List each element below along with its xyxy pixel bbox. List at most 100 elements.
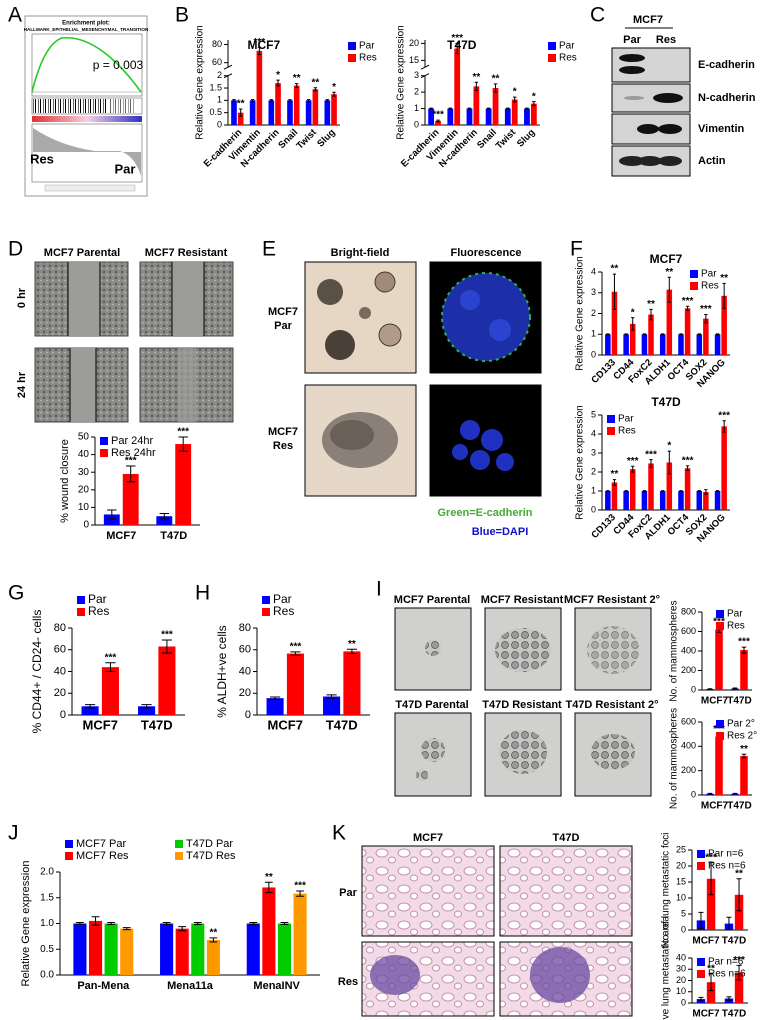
- bar: [696, 334, 703, 355]
- panel-label: I: [376, 578, 382, 601]
- western-blot-part: [619, 66, 645, 74]
- legend-swatch: [262, 596, 270, 604]
- gsea-subtitle: HALLMARK_EPITHELIAL_MESENCHYMAL_TRANSITI…: [24, 27, 149, 32]
- bar: [684, 308, 691, 355]
- error-bar: [679, 490, 683, 492]
- bar: [740, 650, 748, 690]
- significance-label: *: [332, 82, 336, 93]
- bar: [721, 426, 727, 510]
- y-tick-label: 0.5: [40, 944, 54, 955]
- significance-label: **: [348, 639, 356, 650]
- bar: [286, 653, 304, 715]
- y-axis-label: Relative Gene expression: [575, 405, 586, 520]
- y-axis-label: % CD44+ / CD24- cells: [30, 610, 44, 734]
- blot-cell-line: MCF7: [633, 14, 663, 26]
- error-bar: [257, 46, 262, 56]
- y-tick-label: 60: [54, 644, 66, 656]
- bar: [331, 94, 337, 125]
- y-axis-label: % wound closure: [59, 439, 71, 523]
- y-tick-label: 2.0: [40, 867, 54, 878]
- legend-swatch: [548, 54, 556, 62]
- spheroid-images-part: [378, 323, 402, 347]
- y-tick-label: 600: [681, 626, 696, 636]
- bar: [73, 923, 87, 975]
- significance-label: ***: [713, 724, 725, 735]
- error-bar: [313, 87, 318, 92]
- bar: [715, 629, 723, 690]
- bar: [714, 334, 721, 355]
- gsea-title: Enrichment plot:: [62, 21, 110, 27]
- bar: [623, 491, 629, 510]
- image-title: MCF7 Resistant 2°: [564, 594, 660, 606]
- significance-label: **: [492, 74, 500, 85]
- wound-images-part: [70, 348, 96, 422]
- histology-images-part: [499, 845, 633, 937]
- legend-label: Par n=6: [708, 957, 744, 968]
- significance-label: **: [611, 264, 619, 275]
- bar: [249, 100, 256, 125]
- y-tick-label: 400: [681, 741, 696, 751]
- y-tick-label: 0: [591, 504, 596, 514]
- error-bar: [532, 101, 536, 107]
- error-bar: [91, 916, 100, 926]
- histology-images-part: [530, 947, 590, 1003]
- bar: [293, 85, 300, 125]
- y-tick-label: 60: [239, 644, 251, 656]
- error-bar: [741, 753, 747, 759]
- y-tick-label: 1.5: [209, 82, 222, 92]
- x-tick-label: Snail: [475, 127, 499, 151]
- bar: [122, 473, 139, 525]
- y-tick-label: 20: [54, 687, 66, 699]
- spheroid-images-part: [441, 272, 531, 362]
- y-tick-label: 50: [78, 432, 90, 443]
- gsea-plot-part: [33, 128, 141, 176]
- legend-swatch: [77, 596, 85, 604]
- image-title: T47D Parental: [395, 699, 468, 711]
- stain-legend: Blue=DAPI: [472, 526, 529, 538]
- bar: [684, 468, 691, 510]
- bar: [666, 289, 673, 355]
- spheroid-images-part: [359, 307, 371, 319]
- x-tick-label: T47D: [326, 717, 358, 732]
- x-tick-label: MCF7: [692, 1009, 720, 1020]
- bar: [324, 100, 331, 125]
- bar: [703, 491, 709, 510]
- y-tick-label: 400: [681, 645, 696, 655]
- legend-label: Res n=6: [708, 861, 746, 872]
- error-bar: [76, 921, 84, 926]
- legend-swatch: [716, 732, 724, 740]
- x-tick-label: T47D: [141, 717, 173, 732]
- x-tick-label: T47D: [727, 696, 751, 707]
- spheroid-images-part: [460, 290, 480, 310]
- x-tick-label: T47D: [160, 530, 187, 542]
- significance-label: *: [276, 70, 280, 81]
- y-axis-label: No. of mammospheres: [669, 600, 680, 701]
- blot-protein: Vimentin: [698, 123, 745, 135]
- row-header: 0 hr: [16, 287, 28, 308]
- error-bar: [606, 333, 610, 336]
- legend-label: Par: [559, 41, 575, 52]
- significance-label: ***: [738, 637, 750, 648]
- x-tick-label: Twist: [294, 127, 319, 152]
- y-tick-label: 15: [409, 55, 419, 65]
- error-bar: [296, 890, 304, 897]
- row-header: Res: [338, 976, 358, 988]
- error-bar: [642, 333, 647, 336]
- error-bar: [161, 639, 173, 654]
- bar: [659, 491, 666, 510]
- y-axis-label: Relative lung metastatic area: [661, 916, 672, 1020]
- legend-label: Res: [618, 426, 636, 437]
- mammosphere-images-part: [591, 734, 635, 770]
- bar: [175, 928, 189, 975]
- significance-label: *: [631, 307, 635, 318]
- error-bar: [726, 996, 732, 1001]
- legend-label: Par 24hr: [111, 435, 154, 447]
- bar: [530, 103, 537, 125]
- legend-swatch: [175, 840, 183, 848]
- y-tick-label: 15: [676, 876, 686, 886]
- bar: [256, 50, 263, 125]
- spheroid-images-part: [452, 444, 468, 460]
- significance-label: **: [472, 72, 480, 83]
- error-bar: [232, 99, 236, 102]
